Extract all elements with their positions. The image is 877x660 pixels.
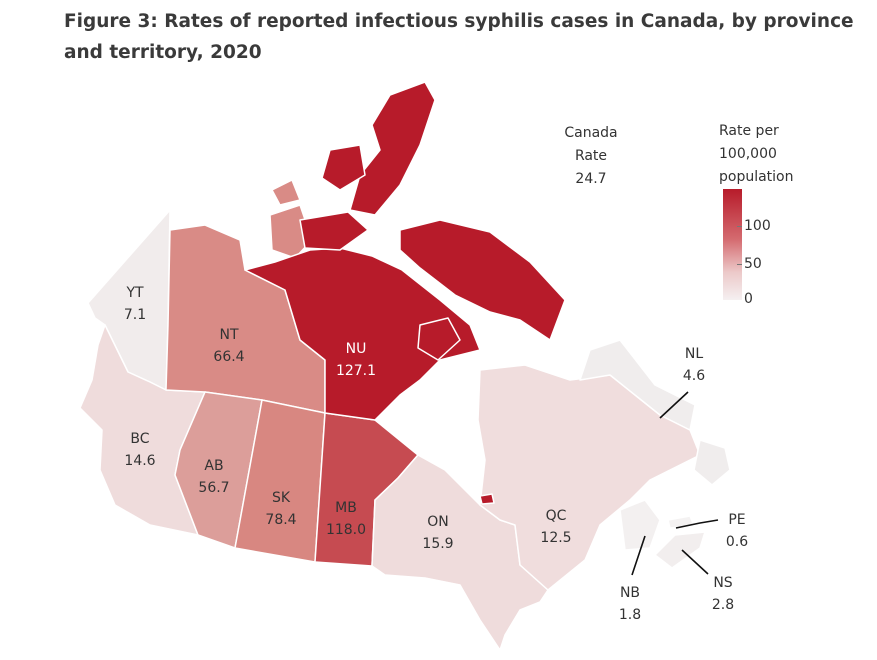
label-pe-rate: 0.6	[726, 534, 748, 550]
label-sk-code: SK	[272, 490, 291, 506]
region-on[interactable]	[371, 454, 549, 651]
region-nu-victoria[interactable]	[299, 211, 369, 251]
label-bc-code: BC	[130, 431, 149, 447]
legend-title-line3: population	[719, 169, 794, 185]
legend-title-line2: 100,000	[719, 146, 777, 162]
label-pe-code: PE	[728, 512, 745, 528]
label-mb-code: MB	[335, 500, 357, 516]
figure-title: Figure 3: Rates of reported infectious s…	[64, 11, 854, 63]
region-nt-island-banks[interactable]	[271, 179, 301, 206]
label-nb-rate: 1.8	[619, 607, 641, 623]
label-nl-rate: 4.6	[683, 368, 705, 384]
leader-ns	[681, 549, 709, 575]
label-nl-code: NL	[685, 346, 703, 362]
canada-rate-label: Rate	[574, 148, 608, 164]
label-nu-rate: 127.1	[336, 363, 376, 379]
region-nl[interactable]	[579, 339, 696, 431]
label-yt-code: YT	[125, 285, 144, 301]
region-nu-ellesmere[interactable]	[349, 81, 436, 216]
label-nt-rate: 66.4	[213, 349, 244, 365]
label-on-rate: 15.9	[422, 536, 453, 552]
region-nu-devon[interactable]	[321, 144, 366, 191]
label-sk-rate: 78.4	[265, 512, 296, 528]
legend-tick-label-0: 0	[744, 291, 753, 307]
label-nu-code: NU	[346, 341, 367, 357]
region-nu-belcher[interactable]	[479, 493, 495, 505]
canada-rate-value: 24.7	[575, 171, 607, 187]
label-ns-code: NS	[713, 575, 732, 591]
label-qc-code: QC	[546, 508, 567, 524]
label-qc-rate: 12.5	[540, 530, 571, 546]
legend-title: Rate per 100,000 population	[719, 120, 829, 189]
region-nu-baffin[interactable]	[399, 219, 566, 341]
label-ab-rate: 56.7	[198, 480, 229, 496]
label-ab-code: AB	[204, 458, 223, 474]
leader-nb	[631, 535, 646, 576]
region-nl-island[interactable]	[693, 439, 731, 486]
label-mb-rate: 118.0	[326, 522, 366, 538]
legend-tick-label-100: 100	[744, 218, 771, 234]
leader-pe	[675, 519, 719, 529]
label-bc-rate: 14.6	[124, 453, 155, 469]
leader-nl	[659, 391, 689, 419]
legend-color-bar	[723, 189, 742, 300]
legend-title-line1: Rate per	[719, 123, 779, 139]
canada-label: Canada	[564, 125, 618, 141]
legend-tick-100	[737, 226, 742, 227]
label-nt-code: NT	[219, 327, 238, 343]
legend-tick-50	[737, 264, 742, 265]
label-nb-code: NB	[620, 585, 640, 601]
label-yt-rate: 7.1	[124, 307, 146, 323]
label-ns-rate: 2.8	[712, 597, 734, 613]
label-on-code: ON	[427, 514, 449, 530]
region-ns[interactable]	[654, 531, 706, 569]
canada-rate-block: Canada Rate 24.7	[545, 122, 637, 191]
region-nt-islands[interactable]	[269, 204, 313, 259]
legend-tick-label-50: 50	[744, 256, 762, 272]
region-nb[interactable]	[619, 499, 661, 551]
region-bc[interactable]	[79, 324, 206, 536]
region-nu-southampton[interactable]	[417, 317, 461, 361]
